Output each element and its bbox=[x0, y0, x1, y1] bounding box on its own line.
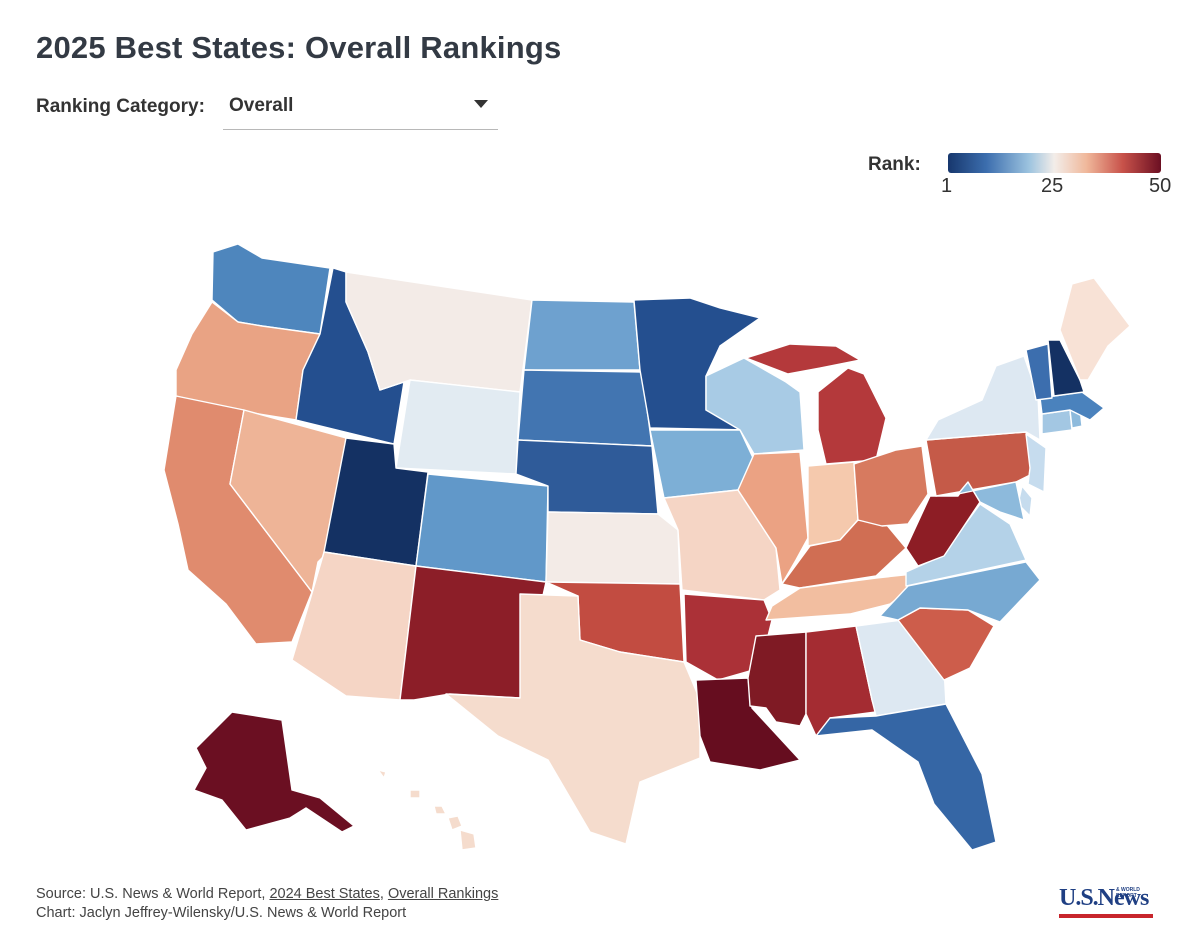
ranking-category-dropdown[interactable]: Overall bbox=[223, 88, 498, 130]
legend-title: Rank: bbox=[868, 154, 921, 175]
state-wi[interactable] bbox=[705, 357, 805, 455]
state-ks[interactable] bbox=[545, 511, 681, 585]
source-note: Source: U.S. News & World Report, 2024 B… bbox=[36, 885, 498, 923]
legend-tick-min: 1 bbox=[941, 175, 953, 197]
logo-text: U.S.News bbox=[1059, 885, 1149, 911]
state-wy[interactable] bbox=[395, 379, 521, 475]
legend-tick-mid: 25 bbox=[1041, 175, 1064, 197]
state-mi[interactable] bbox=[745, 343, 887, 465]
legend-tick-max: 50 bbox=[1149, 175, 1172, 197]
ranking-category-row: Ranking Category: Overall bbox=[36, 95, 498, 130]
overall-rankings-link[interactable]: Overall Rankings bbox=[387, 886, 499, 902]
best-states-link[interactable]: 2024 Best States bbox=[269, 886, 380, 902]
chart-credit: Chart: Jaclyn Jeffrey-Wilensky/U.S. News… bbox=[36, 905, 407, 921]
page-title: 2025 Best States: Overall Rankings bbox=[36, 30, 562, 65]
state-ny[interactable] bbox=[925, 355, 1041, 441]
state-co[interactable] bbox=[415, 473, 549, 583]
chevron-down-icon bbox=[474, 100, 488, 108]
source-line: Source: U.S. News & World Report, 2024 B… bbox=[36, 885, 498, 904]
state-nc[interactable] bbox=[879, 561, 1041, 623]
state-tx[interactable] bbox=[445, 593, 701, 845]
state-nj[interactable] bbox=[1025, 433, 1047, 493]
state-vt[interactable] bbox=[1025, 343, 1053, 401]
state-ms[interactable] bbox=[747, 631, 807, 727]
state-md[interactable] bbox=[957, 481, 1025, 521]
logo-rule bbox=[1059, 914, 1153, 918]
source-separator: , bbox=[379, 886, 384, 902]
source-prefix: Source: U.S. News & World Report, bbox=[36, 886, 266, 902]
ranking-category-value: Overall bbox=[229, 95, 294, 116]
state-me[interactable] bbox=[1059, 277, 1131, 381]
state-ak[interactable] bbox=[193, 711, 355, 833]
state-hi[interactable] bbox=[377, 769, 477, 851]
state-oh[interactable] bbox=[853, 445, 929, 527]
state-fl[interactable] bbox=[815, 703, 997, 851]
logo-subtext: & WORLD REPORT bbox=[1116, 887, 1140, 899]
ranking-category-label: Ranking Category: bbox=[36, 96, 205, 117]
usnews-logo: U.S.News & WORLD REPORT bbox=[1059, 885, 1153, 918]
state-sd[interactable] bbox=[517, 369, 653, 447]
legend-color-scale bbox=[948, 153, 1161, 173]
state-nh[interactable] bbox=[1047, 339, 1085, 397]
state-il[interactable] bbox=[737, 451, 809, 585]
state-nd[interactable] bbox=[523, 299, 641, 371]
